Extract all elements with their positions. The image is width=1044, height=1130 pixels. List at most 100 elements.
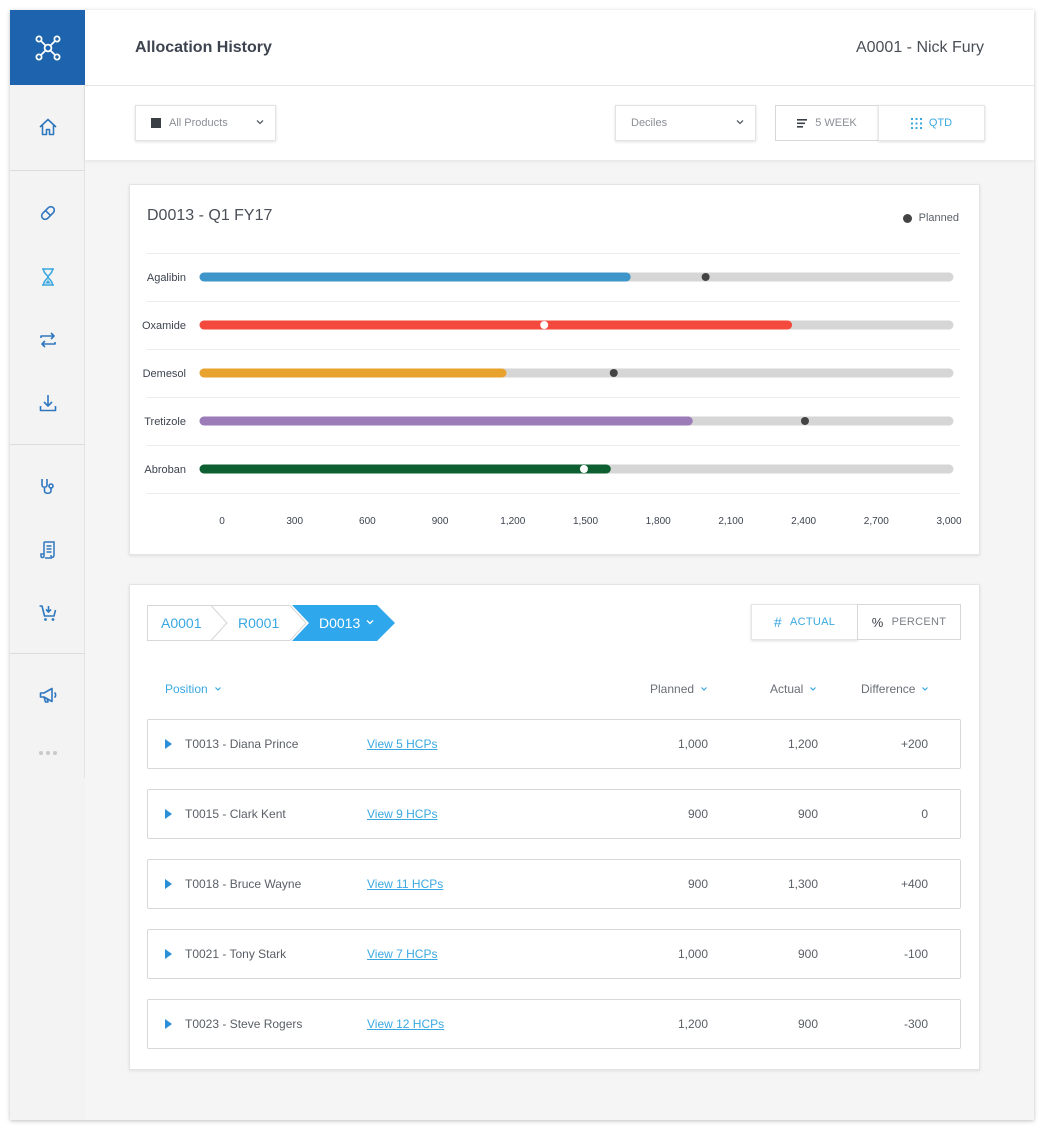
column-header-actual[interactable]: Actual — [770, 682, 817, 696]
expand-triangle-icon[interactable] — [165, 739, 172, 749]
chart-tick-label: 600 — [359, 516, 376, 527]
breadcrumb-a0001-label: A0001 — [161, 615, 202, 631]
row-position: T0015 - Clark Kent — [185, 807, 286, 821]
row-actual: 900 — [797, 807, 818, 821]
breadcrumb-d0013-label: D0013 — [319, 615, 360, 631]
sidebar-item-documents[interactable] — [10, 528, 85, 572]
chart-category-label: Abroban — [144, 464, 186, 476]
sidebar-item-products[interactable] — [10, 191, 85, 235]
timeframe-qtd-label: QTD — [928, 117, 953, 129]
timeframe-5week-button[interactable]: 5 WEEK — [775, 105, 879, 141]
sidebar-item-home[interactable] — [10, 105, 85, 149]
expand-triangle-icon[interactable] — [165, 879, 172, 889]
sidebar-item-campaigns[interactable] — [10, 673, 85, 717]
timeframe-5week-label: 5 WEEK — [815, 117, 857, 129]
stethoscope-icon — [40, 479, 54, 495]
sidebar-item-history[interactable] — [10, 255, 85, 299]
view-hcps-link[interactable]: View 7 HCPs — [367, 947, 438, 961]
row-planned: 900 — [687, 877, 708, 891]
table-row[interactable]: T0013 - Diana Prince View 5 HCPs 1,000 1… — [147, 719, 961, 769]
row-actual: 900 — [797, 947, 818, 961]
view-hcps-link[interactable]: View 12 HCPs — [367, 1017, 445, 1031]
timeframe-qtd-button[interactable]: QTD — [878, 105, 985, 141]
deciles-select-value: Deciles — [631, 117, 668, 129]
chart-tick-label: 3,000 — [936, 516, 961, 527]
chart-title: D0013 - Q1 FY17 — [147, 207, 273, 224]
sidebar-item-orders[interactable] — [10, 591, 85, 635]
table-row[interactable]: T0021 - Tony Stark View 7 HCPs 1,000 900… — [147, 929, 961, 979]
row-planned: 1,200 — [677, 1017, 708, 1031]
lines-icon — [797, 119, 808, 128]
percent-toggle-button[interactable]: % PERCENT — [857, 604, 961, 640]
chart-tick-label: 2,100 — [718, 516, 743, 527]
product-swatch-icon — [151, 118, 161, 128]
column-header-position-label: Position — [165, 682, 208, 696]
view-hcps-link[interactable]: View 11 HCPs — [367, 877, 444, 891]
current-user[interactable]: A0001 - Nick Fury — [855, 39, 984, 56]
expand-triangle-icon[interactable] — [165, 1019, 172, 1029]
table-row[interactable]: T0015 - Clark Kent View 9 HCPs 900 900 0 — [147, 789, 961, 839]
pill-icon — [40, 205, 55, 221]
chevron-down-icon — [214, 687, 221, 691]
chart-planned-marker-agalibin — [701, 273, 710, 281]
legend-planned-marker — [902, 213, 912, 223]
chevron-down-icon — [701, 687, 707, 691]
sidebar-divider — [10, 170, 85, 171]
actual-toggle-label: ACTUAL — [789, 616, 836, 628]
chart-tick-label: 0 — [219, 516, 225, 527]
row-difference: -300 — [903, 1017, 928, 1031]
chart-planned-marker-abroban — [579, 465, 588, 473]
sidebar — [10, 10, 85, 778]
breadcrumb-r0001[interactable] — [209, 605, 307, 641]
sidebar-item-download[interactable] — [10, 381, 85, 425]
column-header-position[interactable]: Position — [165, 682, 222, 696]
chevron-down-icon — [736, 120, 744, 125]
chart-tick-label: 300 — [286, 516, 303, 527]
deciles-select[interactable]: Deciles — [615, 105, 756, 141]
table-row[interactable]: T0018 - Bruce Wayne View 11 HCPs 900 1,3… — [147, 859, 961, 909]
row-position: T0021 - Tony Stark — [185, 947, 287, 961]
allocation-table-card: A0001 R0001 D0013 # ACTUAL % PERCENT Pos… — [129, 584, 980, 1070]
actual-toggle-button[interactable]: # ACTUAL — [751, 604, 858, 640]
filter-toolbar: All Products Deciles 5 WEEK QTD — [85, 86, 1034, 160]
more-icon — [38, 751, 57, 755]
app-frame: Allocation History A0001 - Nick Fury All… — [10, 10, 1034, 1120]
logo[interactable] — [10, 10, 85, 85]
view-hcps-link[interactable]: View 9 HCPs — [367, 807, 438, 821]
row-planned: 1,000 — [677, 947, 708, 961]
cart-icon — [39, 605, 56, 621]
expand-triangle-icon[interactable] — [165, 809, 172, 819]
transfer-icon — [39, 332, 56, 348]
row-planned: 1,000 — [677, 737, 708, 751]
hash-icon: # — [773, 614, 782, 630]
products-select[interactable]: All Products — [135, 105, 276, 141]
chart-legend: Planned — [902, 212, 959, 224]
chart-tick-label: 1,200 — [500, 516, 525, 527]
sidebar-divider — [10, 653, 85, 654]
column-header-planned[interactable]: Planned — [650, 682, 708, 696]
view-hcps-link[interactable]: View 5 HCPs — [367, 737, 438, 751]
chart-tick-label: 1,500 — [573, 516, 598, 527]
row-position: T0018 - Bruce Wayne — [185, 877, 302, 891]
breadcrumb-d0013[interactable] — [292, 605, 395, 641]
row-difference: 0 — [921, 807, 928, 821]
chart-category-label: Oxamide — [142, 320, 186, 332]
column-header-difference[interactable]: Difference — [861, 682, 929, 696]
sidebar-item-more[interactable] — [10, 731, 85, 775]
row-position: T0023 - Steve Rogers — [185, 1017, 303, 1031]
percent-toggle-label: PERCENT — [891, 616, 947, 628]
chart-tick-label: 2,700 — [864, 516, 889, 527]
chart-tick-label: 2,400 — [791, 516, 816, 527]
chart-tick-label: 900 — [432, 516, 449, 527]
sidebar-item-transfers[interactable] — [10, 318, 85, 362]
chart-tick-label: 1,800 — [646, 516, 671, 527]
legend-planned-label: Planned — [918, 212, 959, 224]
expand-triangle-icon[interactable] — [165, 949, 172, 959]
table-row[interactable]: T0023 - Steve Rogers View 12 HCPs 1,200 … — [147, 999, 961, 1049]
sidebar-item-hcps[interactable] — [10, 465, 85, 509]
chevron-down-icon — [810, 687, 817, 691]
megaphone-icon — [39, 687, 56, 703]
row-actual: 1,300 — [787, 877, 818, 891]
column-header-planned-label: Planned — [650, 682, 695, 696]
sidebar-divider — [10, 444, 85, 445]
